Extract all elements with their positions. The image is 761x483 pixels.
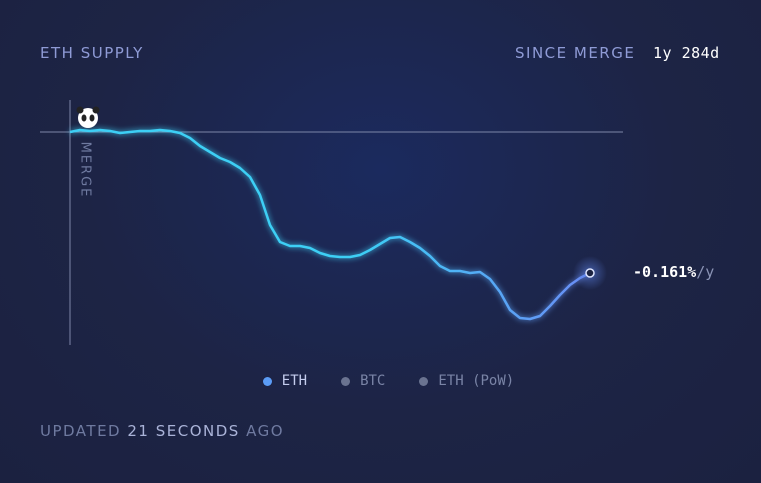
icon-face xyxy=(78,108,98,128)
icon-eye xyxy=(81,114,87,122)
legend-dot xyxy=(419,376,429,386)
rate-unit: /y xyxy=(696,263,715,281)
legend-dot xyxy=(262,376,272,386)
merge-label: MERGE xyxy=(78,142,93,199)
legend-item[interactable]: ETH (PoW) xyxy=(419,373,514,389)
footer: UPDATED 21 SECONDS AGO xyxy=(40,422,284,440)
legend-item[interactable]: ETH xyxy=(262,373,308,389)
legend-label: BTC xyxy=(360,373,386,389)
period-value: 1y 284d xyxy=(653,44,720,62)
rate: -0.161%/y xyxy=(633,263,714,281)
legend-label: ETH (PoW) xyxy=(438,373,515,389)
rate-value: -0.161% xyxy=(633,263,697,281)
period-label: SINCE MERGE xyxy=(515,44,636,62)
icon-ear xyxy=(76,106,84,114)
legend-dot xyxy=(341,376,351,386)
footer-prefix: UPDATED xyxy=(40,422,122,440)
legend-item[interactable]: BTC xyxy=(341,373,385,389)
end-point xyxy=(585,268,595,278)
footer-time: 21 SECONDS xyxy=(127,422,240,440)
icon-ear xyxy=(92,106,100,114)
icon-eye xyxy=(89,114,95,122)
footer-suffix: AGO xyxy=(246,422,285,440)
legend: ETH BTC ETH (PoW) xyxy=(8,373,761,389)
supply-line xyxy=(69,128,591,321)
legend-label: ETH xyxy=(281,373,308,389)
title: ETH SUPPLY xyxy=(40,44,144,62)
